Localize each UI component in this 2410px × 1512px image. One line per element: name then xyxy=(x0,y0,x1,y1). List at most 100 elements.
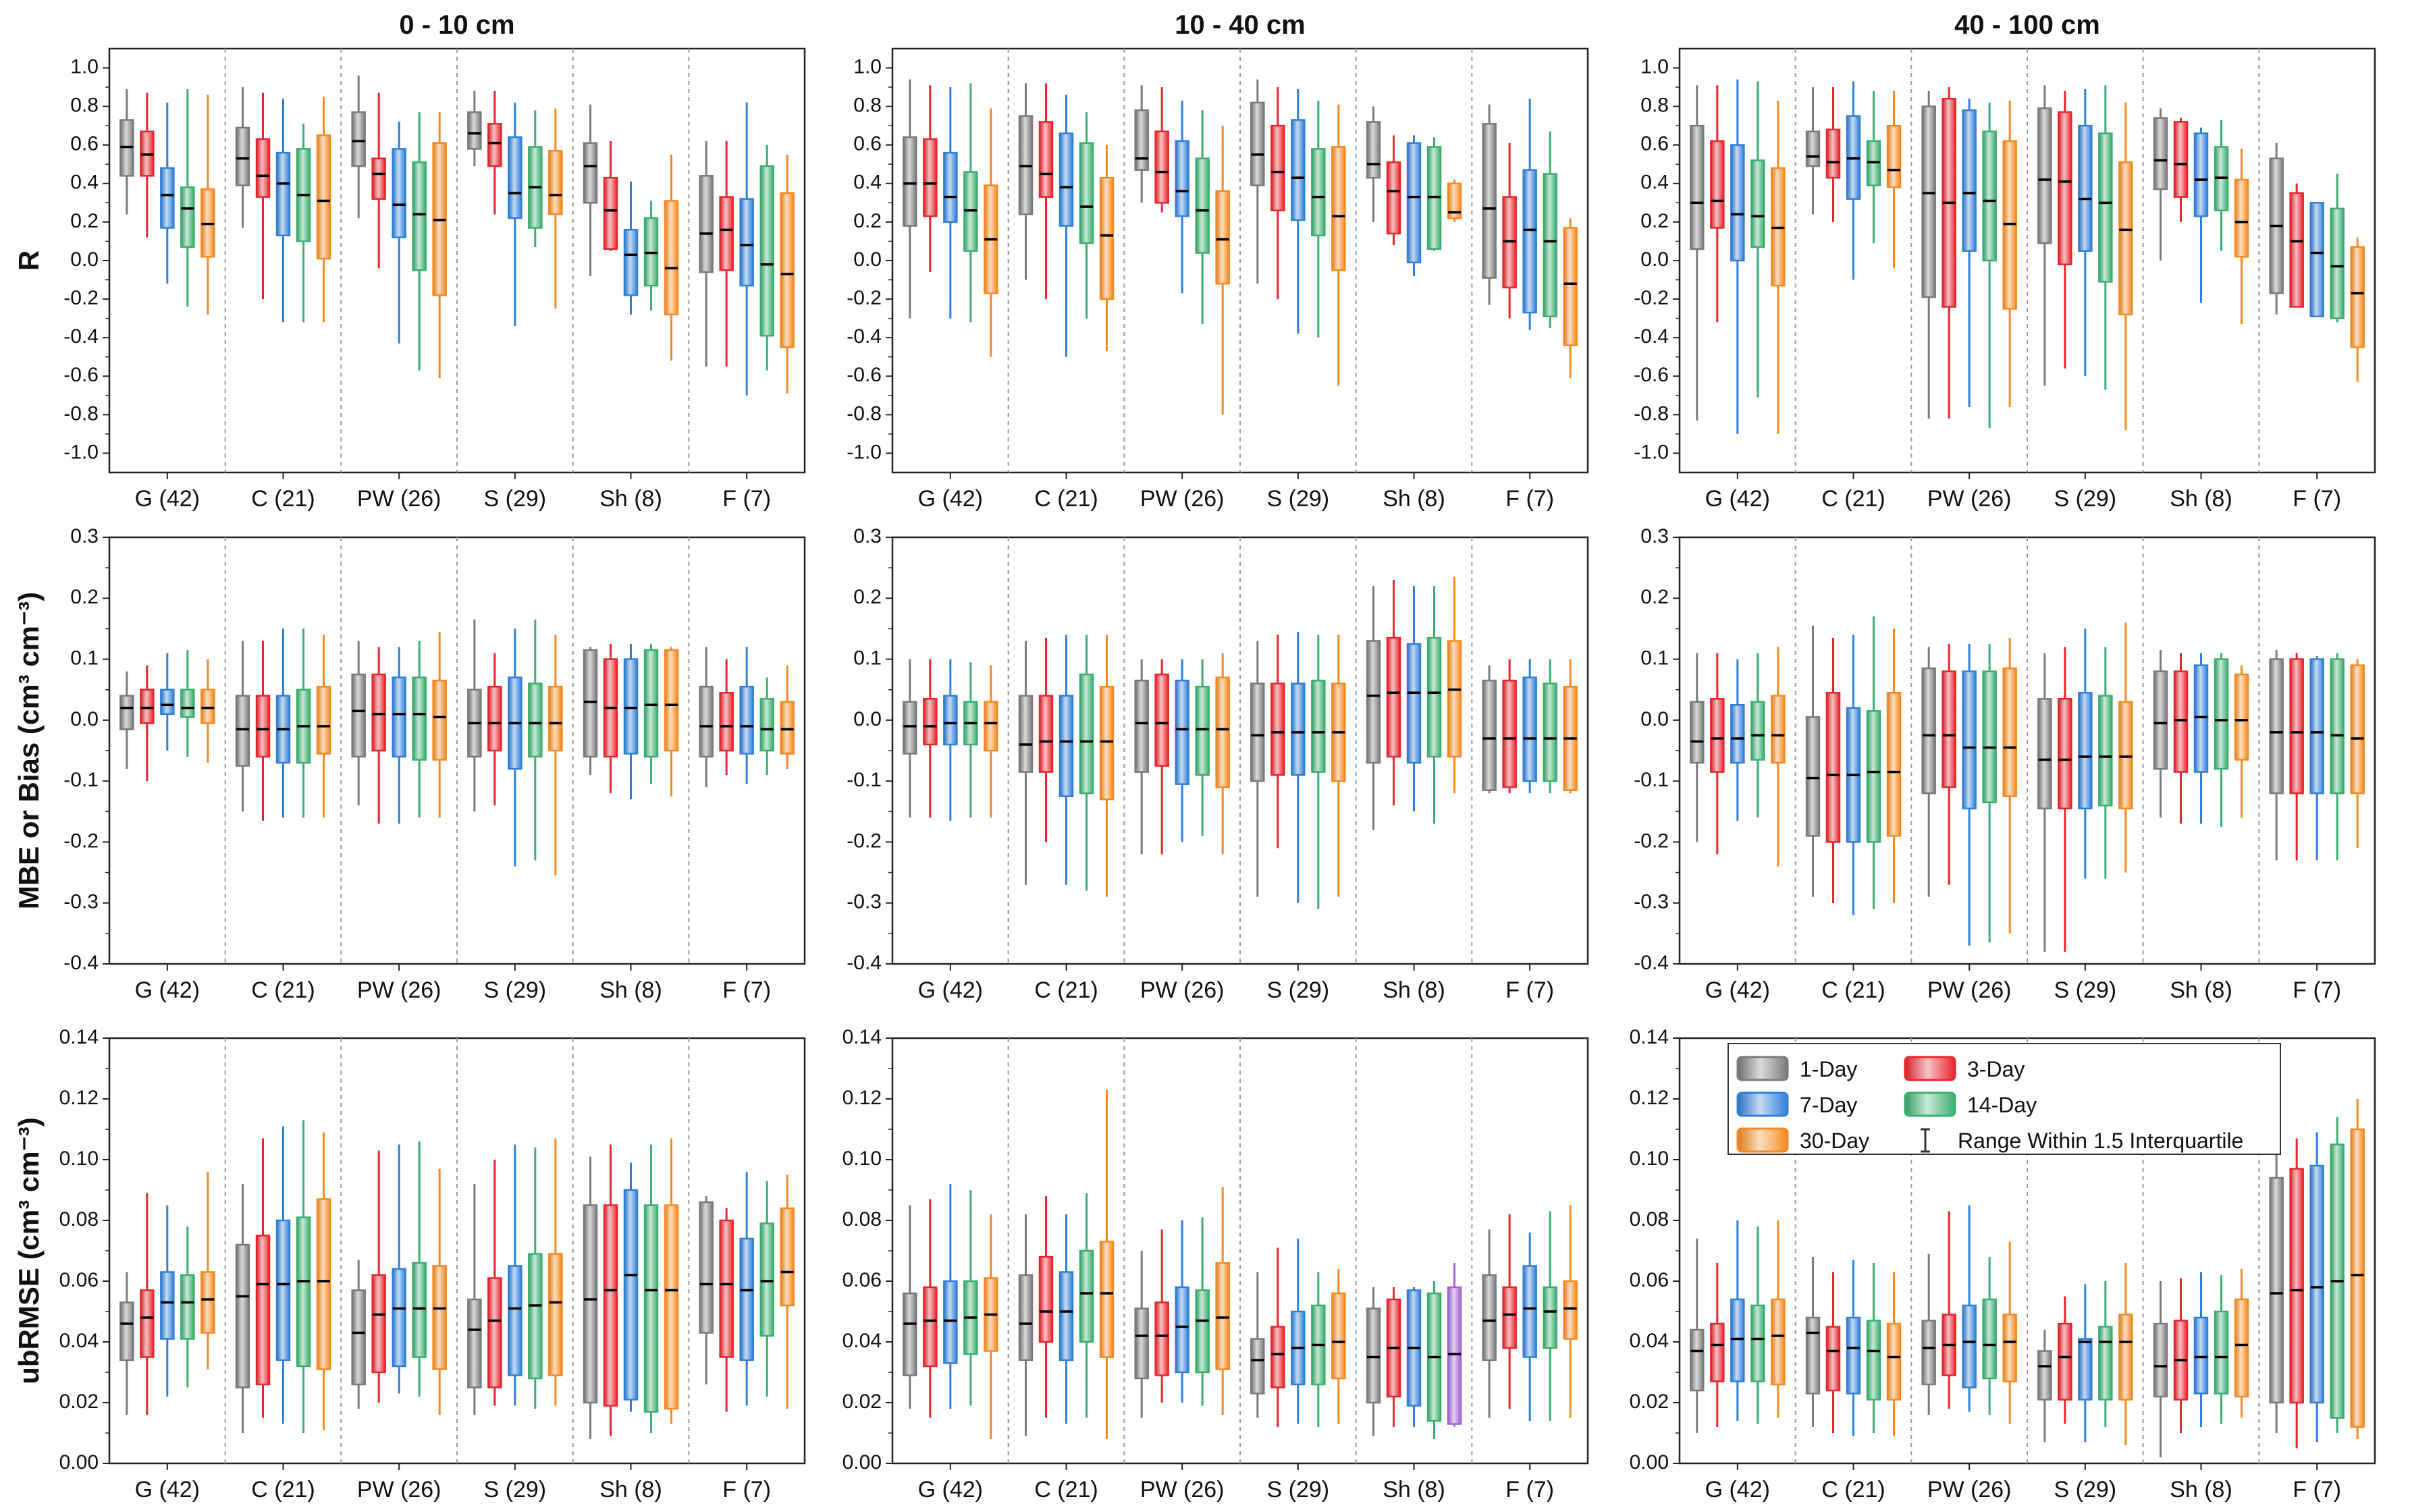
y-axis-label-ubrmse-text: ubRMSE (cm³ cm⁻³) xyxy=(13,1117,45,1384)
box-body xyxy=(316,1198,331,1370)
box-c-30-day xyxy=(1886,1272,1902,1436)
box-body xyxy=(943,1280,958,1364)
box-pw-30-day xyxy=(432,1168,447,1415)
panel-r-0: 1.0 0.8 0.6 0.4 0.2 0.0 -0.2 -0.4 -0.6 -0.8 -1.0 G … xyxy=(63,47,806,512)
box-g-1-day xyxy=(903,79,917,319)
box-body xyxy=(2058,1322,2072,1401)
box-pw-30-day xyxy=(2002,101,2017,407)
box-body xyxy=(1771,695,1786,764)
box-f-7-day xyxy=(1522,1233,1537,1421)
box-body xyxy=(2173,121,2189,198)
box-body xyxy=(903,1292,917,1376)
y-tick-label: 0.10 xyxy=(59,1148,99,1170)
box-f-3-day xyxy=(2289,183,2304,308)
box-f-3-day xyxy=(2289,653,2304,861)
box-body xyxy=(1270,682,1285,776)
box-g-30-day xyxy=(1771,101,1786,434)
legend-label-7-day: 7-Day xyxy=(1800,1093,1857,1117)
box-body xyxy=(739,685,754,755)
box-body xyxy=(1099,1241,1115,1358)
legend-swatch-3-day xyxy=(1904,1056,1956,1081)
box-g-1-day xyxy=(1690,653,1705,842)
box-s-1-day xyxy=(2037,85,2052,386)
box-body xyxy=(1886,1322,1902,1401)
x-tick-label: F (7) xyxy=(2293,486,2341,512)
box-body xyxy=(1690,124,1705,250)
x-tick-label: PW (26) xyxy=(1927,977,2012,1003)
box-body xyxy=(412,1262,427,1358)
box-body xyxy=(255,695,271,758)
y-tick-label: -0.1 xyxy=(1634,769,1669,791)
box-g-1-day xyxy=(903,659,917,818)
y-tick-label: 0.02 xyxy=(1630,1390,1669,1413)
x-tick-label: G (42) xyxy=(1705,977,1770,1003)
box-f-3-day xyxy=(1502,142,1517,319)
box-body xyxy=(1825,1326,1841,1392)
box-c-14-day xyxy=(1079,634,1094,891)
y-tick-label: 0.6 xyxy=(1640,133,1669,155)
box-body xyxy=(1134,679,1149,773)
y-tick-label: 0.08 xyxy=(1630,1208,1669,1231)
y-tick-label: -0.4 xyxy=(847,325,882,348)
box-sh-14-day xyxy=(1426,1281,1442,1439)
x-tick-label: S (29) xyxy=(1267,977,1330,1003)
x-tick-label: G (42) xyxy=(135,486,200,512)
box-body xyxy=(255,138,271,198)
x-tick-label: F (7) xyxy=(1505,1477,1554,1503)
box-body xyxy=(2173,670,2189,773)
box-s-7-day xyxy=(2078,88,2093,377)
box-s-3-day xyxy=(487,90,502,215)
box-sh-14-day xyxy=(1426,137,1442,251)
box-pw-3-day xyxy=(1942,1211,1956,1409)
box-s-3-day xyxy=(2058,1296,2072,1424)
box-sh-30-day xyxy=(2234,665,2249,818)
y-tick-label: -0.3 xyxy=(63,891,99,913)
box-pw-30-day xyxy=(432,112,447,379)
y-axis-label-r: R xyxy=(13,250,45,271)
box-sh-7-day xyxy=(623,181,639,315)
box-f-30-day xyxy=(1563,218,1578,379)
box-body xyxy=(1447,640,1462,758)
column-title-40-100: 40 - 100 cm xyxy=(1954,10,2100,40)
box-s-1-day xyxy=(1250,1272,1265,1418)
box-body xyxy=(412,676,427,761)
x-tick-label: C (21) xyxy=(251,1477,315,1503)
box-body xyxy=(1311,148,1326,237)
box-body xyxy=(2309,1164,2324,1404)
panel-grid: 1.0 0.8 0.6 0.4 0.2 0.0 -0.2 -0.4 -0.6 -0.8 -1.0 G … xyxy=(59,47,2376,1503)
box-f-7-day xyxy=(739,1172,754,1406)
y-tick-label: -0.2 xyxy=(1634,830,1669,852)
box-pw-1-day xyxy=(351,1260,366,1409)
y-tick-label: 0.0 xyxy=(70,708,99,730)
box-g-14-day xyxy=(180,650,195,757)
box-sh-1-day xyxy=(2153,1281,2168,1457)
y-tick-label: 0.00 xyxy=(59,1451,99,1474)
y-tick-label: 0.4 xyxy=(70,171,99,194)
box-body xyxy=(316,685,331,755)
y-tick-label: 0.06 xyxy=(842,1269,882,1291)
box-body xyxy=(548,1253,563,1376)
box-pw-14-day xyxy=(412,641,427,818)
box-c-14-day xyxy=(296,124,311,323)
box-sh-7-day xyxy=(623,1162,639,1412)
box-body xyxy=(1825,691,1841,843)
box-c-1-day xyxy=(235,87,250,228)
box-pw-3-day xyxy=(1154,87,1169,213)
box-body xyxy=(1846,1316,1861,1395)
box-body xyxy=(392,148,406,238)
legend: 1-Day 3-Day 7-Day 14-Day 30-Day Range Wi… xyxy=(1728,1043,2281,1155)
box-body xyxy=(1805,716,1821,837)
x-tick-label: PW (26) xyxy=(357,1477,441,1503)
y-tick-label: 0.04 xyxy=(842,1330,882,1352)
box-c-14-day xyxy=(296,628,311,818)
box-f-3-day xyxy=(719,1208,734,1412)
box-body xyxy=(664,649,679,752)
box-sh-30-day xyxy=(664,155,679,361)
x-tick-label: G (42) xyxy=(918,977,983,1003)
y-tick-label: -0.4 xyxy=(1634,952,1669,974)
box-body xyxy=(275,151,291,237)
box-f-7-day xyxy=(739,647,754,784)
box-body xyxy=(467,111,482,150)
box-body xyxy=(1018,1274,1034,1361)
box-s-7-day xyxy=(508,102,523,327)
